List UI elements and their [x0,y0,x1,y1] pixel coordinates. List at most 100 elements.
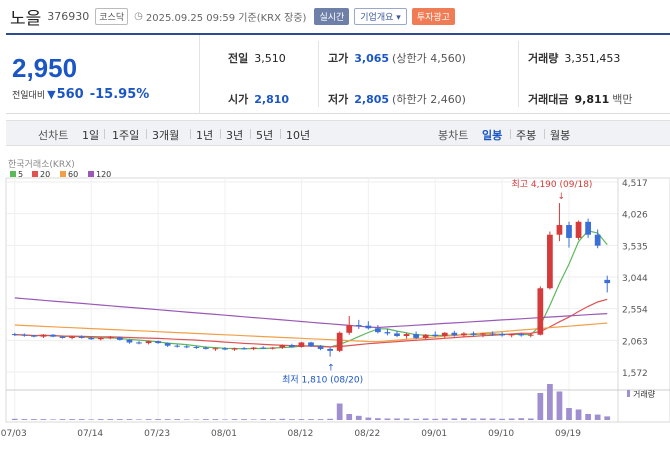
candle-body [212,348,219,350]
candle-body [518,334,525,336]
company-info-dropdown[interactable]: 기업개요 ▾ [354,7,407,25]
legend-swatch [60,171,66,177]
volume-bar [480,418,486,420]
candle-body [575,221,582,238]
candle-body [508,334,515,336]
tab-weekly[interactable]: 주봉 [516,129,537,142]
candle-body [289,345,295,347]
candle-body [489,333,496,335]
arrow-down-icon: ↓ [557,192,565,202]
candle-body [327,348,333,351]
volume-bar [222,419,228,420]
volume-bar [566,408,572,420]
candle-body [183,346,190,348]
candle-body [164,343,171,346]
candle-body [193,346,200,348]
volume-bar [40,419,47,420]
volume-bar [508,418,515,420]
tab-3y[interactable]: 3년 [226,129,244,142]
volume-bar [250,419,257,420]
amount-value: 9,811 [574,92,610,106]
candle-body [136,342,142,344]
candle-body [594,234,601,246]
y-tick-label: 2,063 [622,337,648,347]
divider [518,41,519,107]
tab-1y[interactable]: 1년 [196,129,214,142]
volume-bar [556,391,563,420]
tab-separator [510,129,511,139]
volume-bar [585,414,591,420]
volume-bar [451,418,458,420]
chevron-down-icon: ▾ [396,12,401,23]
volume-bar [432,418,439,420]
candle-body [107,337,114,339]
candle-body [317,346,324,349]
volume-bar [518,418,525,420]
candle-body [260,347,267,349]
y-tick-label: 1,572 [622,369,648,379]
candle-body [231,348,238,350]
volume-bar [441,418,448,420]
quote-panel: 2,950 전일대비 ▼ 560 -15.95% 전일 3,510 시가 2,8… [6,33,670,114]
candle-body [222,348,228,350]
legend-swatch [32,171,38,177]
company-info-label: 기업개요 [360,12,394,23]
x-tick-label: 09/19 [555,429,581,439]
tab-10y[interactable]: 10년 [286,129,311,142]
candle-body [308,342,314,347]
stock-header: 노을 376930 코스닥 ◷ 2025.09.25 09:59 기준(KRX … [0,0,670,32]
candle-body [40,334,47,337]
volume-bar [260,419,267,420]
divider [318,41,319,107]
volume-bar [289,419,295,420]
high-value: 3,065 [354,51,390,65]
tab-daily[interactable]: 일봉 [482,129,503,142]
volume-bar [298,419,305,420]
volume-legend-label: 거래량 [633,389,656,399]
x-tick-label: 07/03 [1,429,27,439]
amount-unit: 백만 [612,93,633,106]
legend-label: 20 [40,170,50,179]
down-triangle-icon: ▼ [47,88,56,101]
ad-button[interactable]: 투자광고 [411,7,455,25]
volume-bar [231,419,238,420]
open-label: 시가 [228,93,249,106]
volume-label: 거래량 [528,52,559,65]
volume-bar [489,418,496,420]
volume-bar [575,409,582,420]
tab-monthly[interactable]: 월봉 [550,129,571,142]
tab-5y[interactable]: 5년 [256,129,274,142]
volume-bar [355,415,362,420]
candle-body [250,347,257,349]
realtime-button[interactable]: 실시간 [314,7,350,25]
upper-limit: (상한가 4,560) [392,52,466,65]
y-tick-label: 4,026 [622,211,648,221]
tab-separator [104,129,105,139]
candle-body [279,345,286,348]
legend-label: 120 [96,170,111,179]
open-value: 2,810 [254,92,290,106]
stock-name: 노을 [10,8,42,29]
chart-source: 한국거래소(KRX) [8,159,75,170]
arrow-up-icon: ↑ [327,364,335,374]
volume-bar [269,419,276,420]
candle-body [480,333,486,335]
volume-bar [136,419,142,420]
volume-bar [279,418,286,420]
volume-bar [193,419,200,420]
volume-bar [394,418,400,420]
tab-3m[interactable]: 3개월 [152,129,180,142]
y-tick-label: 4,517 [622,179,648,189]
volume-stat: 거래량 3,351,453 [528,50,620,66]
candle-body [78,336,85,338]
line-chart-label: 선차트 [38,129,69,142]
candle-body [537,288,544,335]
tab-1w[interactable]: 1주일 [112,129,140,142]
legend-swatch [10,171,16,177]
candle-body [499,334,505,336]
volume-bar [537,393,544,420]
candle-body [126,339,133,343]
candle-body [365,325,372,329]
volume-bar [203,419,209,420]
tab-1d[interactable]: 1일 [82,129,100,142]
